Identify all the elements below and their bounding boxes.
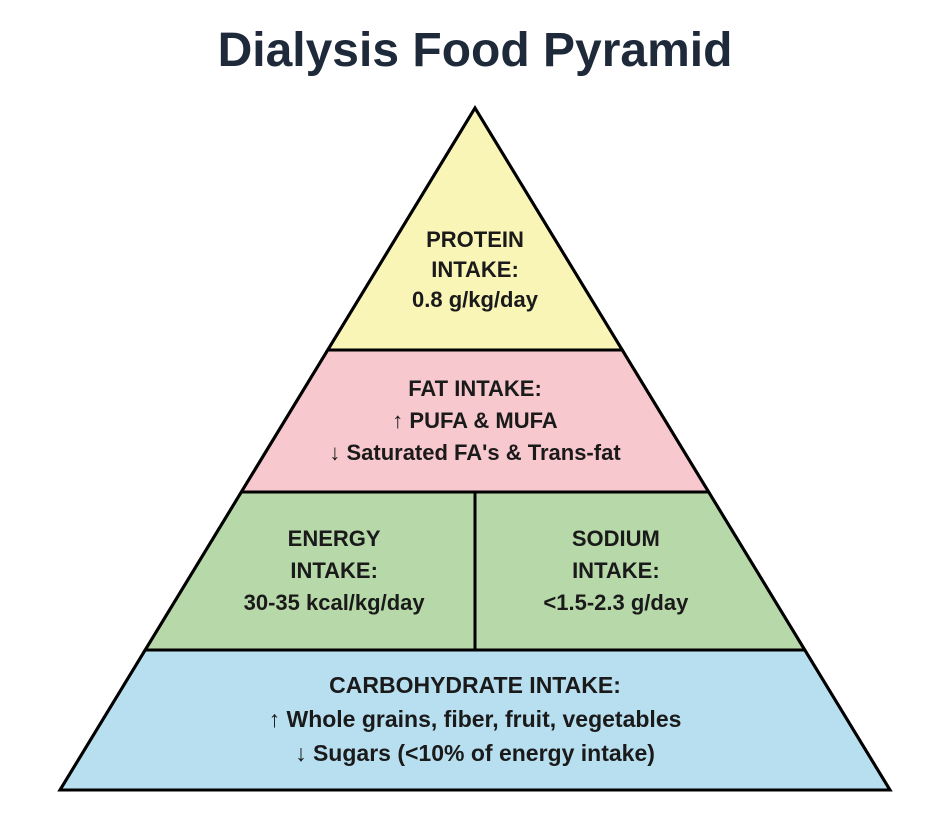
diagram-title: Dialysis Food Pyramid <box>218 24 733 77</box>
pyramid-diagram: Dialysis Food Pyramid PROTEININTAKE:0.8 … <box>0 0 950 816</box>
label-carbohydrate: CARBOHYDRATE INTAKE:↑ Whole grains, fibe… <box>269 672 682 766</box>
